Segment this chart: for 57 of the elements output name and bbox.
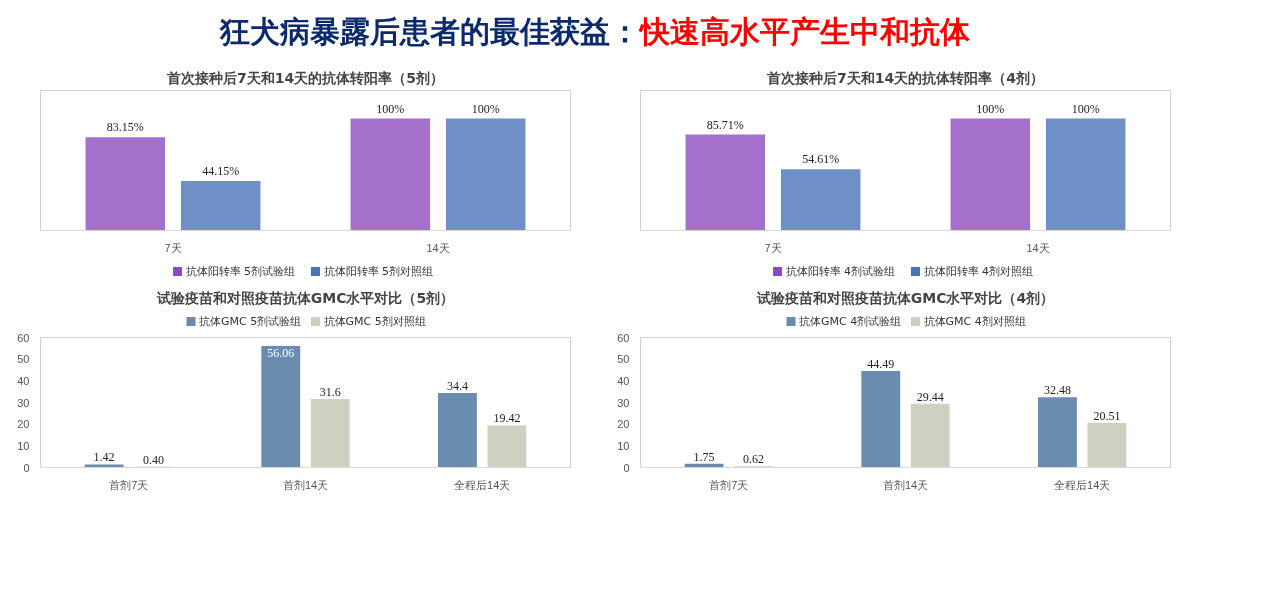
data-label: 32.48 xyxy=(1043,383,1071,398)
x-tick-label: 首剂14天 xyxy=(282,478,329,491)
text: 快速高水平产生中和抗体 xyxy=(638,14,972,49)
legend-label: 抗体GMC 4剂试验组 xyxy=(799,315,902,328)
x-tick-label: 14天 xyxy=(426,241,450,254)
legend-label: 抗体GMC 4剂对照组 xyxy=(923,315,1026,328)
y-tick-label: 30 xyxy=(617,396,630,409)
data-label: 100% xyxy=(976,101,1005,116)
y-tick-label: 60 xyxy=(17,331,30,344)
y-tick-label: 10 xyxy=(617,439,630,452)
data-label: 100% xyxy=(376,101,405,116)
x-tick-label: 全程后14天 xyxy=(454,478,511,491)
y-tick-label: 10 xyxy=(17,439,30,452)
legend-label: 抗体GMC 5剂试验组 xyxy=(199,315,302,328)
chart-title: 首次接种后7天和14天的抗体转阳率（5剂） xyxy=(166,69,444,86)
data-label: 20.51 xyxy=(1093,409,1121,424)
legend-label: 抗体阳转率 4剂对照组 xyxy=(923,265,1033,278)
y-tick-label: 50 xyxy=(617,353,630,366)
y-tick-label: 60 xyxy=(617,331,630,344)
legend-label: 抗体阳转率 5剂试验组 xyxy=(185,265,295,278)
data-label: 1.42 xyxy=(93,450,115,465)
x-tick-label: 全程后14天 xyxy=(1054,478,1111,491)
legend-label: 抗体阳转率 4剂试验组 xyxy=(785,265,895,278)
x-tick-label: 首剂14天 xyxy=(882,478,929,491)
data-label: 100% xyxy=(471,101,500,116)
chart-title: 试验疫苗和对照疫苗抗体GMC水平对比（4剂） xyxy=(755,289,1055,306)
data-label: 83.15% xyxy=(106,120,144,135)
data-label: 19.42 xyxy=(493,411,521,426)
y-tick-label: 50 xyxy=(17,353,30,366)
y-tick-label: 40 xyxy=(17,374,30,387)
x-tick-label: 14天 xyxy=(1026,241,1050,254)
data-label: 85.71% xyxy=(706,117,744,132)
x-tick-label: 首剂7天 xyxy=(109,478,149,491)
data-label: 54.61% xyxy=(802,152,840,167)
chart-title: 试验疫苗和对照疫苗抗体GMC水平对比（5剂） xyxy=(155,289,455,306)
y-tick-label: 30 xyxy=(17,396,30,409)
legend-label: 抗体阳转率 5剂对照组 xyxy=(323,265,433,278)
y-tick-label: 20 xyxy=(17,418,30,431)
y-tick-label: 0 xyxy=(623,461,630,474)
legend-label: 抗体GMC 5剂对照组 xyxy=(323,315,426,328)
x-tick-label: 7天 xyxy=(164,241,182,254)
data-label: 0.40 xyxy=(143,452,165,467)
x-tick-label: 首剂7天 xyxy=(709,478,749,491)
y-tick-label: 40 xyxy=(617,374,630,387)
data-label: 29.44 xyxy=(916,389,944,404)
data-label: 56.06 xyxy=(267,346,295,361)
data-label: 44.15% xyxy=(202,164,240,179)
data-label: 0.62 xyxy=(743,452,765,467)
data-label: 100% xyxy=(1071,101,1100,116)
x-tick-label: 7天 xyxy=(764,241,782,254)
data-label: 34.4 xyxy=(446,378,468,393)
data-label: 31.6 xyxy=(319,385,341,400)
y-tick-label: 20 xyxy=(617,418,630,431)
data-label: 1.75 xyxy=(693,449,715,464)
chart-title: 首次接种后7天和14天的抗体转阳率（4剂） xyxy=(766,69,1044,86)
y-tick-label: 0 xyxy=(23,461,30,474)
data-label: 44.49 xyxy=(867,357,895,372)
